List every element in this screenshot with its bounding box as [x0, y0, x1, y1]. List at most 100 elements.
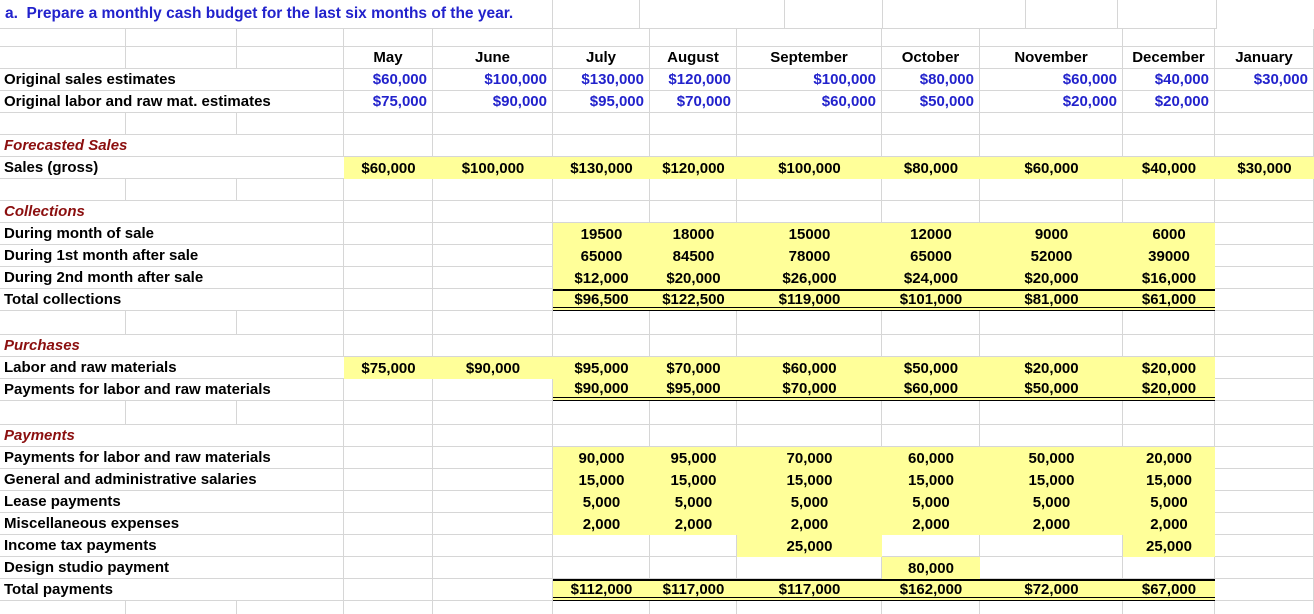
- cell-spacer-5-col4[interactable]: [433, 401, 553, 425]
- cell-misc-november[interactable]: 2,000: [980, 513, 1123, 535]
- cell-ga_salaries-july[interactable]: 15,000: [553, 469, 650, 491]
- cell-spacer-5-col5[interactable]: [553, 401, 650, 425]
- cell-spacer-1-col7[interactable]: [737, 29, 882, 47]
- cell-spacer-4-col2[interactable]: [237, 311, 344, 335]
- header-january[interactable]: January: [1215, 47, 1314, 69]
- cell-spacer-2-col8[interactable]: [882, 113, 980, 135]
- cell-total_collections-may[interactable]: [344, 289, 433, 311]
- label-ga_salaries[interactable]: General and administrative salaries: [0, 469, 344, 491]
- cell-labor_raw-june[interactable]: $90,000: [433, 357, 553, 379]
- cell-purchases_header-june[interactable]: [433, 335, 553, 357]
- cell-spacer-3-col2[interactable]: [237, 179, 344, 201]
- cell-payments_labor_purchases-august[interactable]: $95,000: [650, 379, 737, 401]
- cell-design_studio-july[interactable]: [553, 557, 650, 579]
- cell-spacer-2-col1[interactable]: [126, 113, 237, 135]
- cell-spacer-6-col7[interactable]: [737, 601, 882, 614]
- cell-during_1st-november[interactable]: 52000: [980, 245, 1123, 267]
- cell-spacer-6-col4[interactable]: [433, 601, 553, 614]
- cell-spacer-1-col11[interactable]: [1215, 29, 1314, 47]
- cell-forecasted_sales_header-january[interactable]: [1215, 135, 1314, 157]
- cell-misc-october[interactable]: 2,000: [882, 513, 980, 535]
- label-collections_header[interactable]: Collections: [0, 201, 344, 223]
- cell-payments_header-january[interactable]: [1215, 425, 1314, 447]
- cell-spacer-6-col1[interactable]: [126, 601, 237, 614]
- cell-total_collections-june[interactable]: [433, 289, 553, 311]
- cell-collections_header-june[interactable]: [433, 201, 553, 223]
- cell-during_month-september[interactable]: 15000: [737, 223, 882, 245]
- cell-collections_header-december[interactable]: [1123, 201, 1215, 223]
- cell-forecasted_sales_header-december[interactable]: [1123, 135, 1215, 157]
- cell-payments_labor-may[interactable]: [344, 447, 433, 469]
- cell-spacer-2-col4[interactable]: [433, 113, 553, 135]
- cell-ga_salaries-august[interactable]: 15,000: [650, 469, 737, 491]
- cell-ga_salaries-september[interactable]: 15,000: [737, 469, 882, 491]
- cell-original_sales-november[interactable]: $60,000: [980, 69, 1123, 91]
- cell-during_2nd-august[interactable]: $20,000: [650, 267, 737, 289]
- cell-collections_header-july[interactable]: [553, 201, 650, 223]
- cell-during_month-november[interactable]: 9000: [980, 223, 1123, 245]
- cell-collections_header-august[interactable]: [650, 201, 737, 223]
- cell-during_1st-august[interactable]: 84500: [650, 245, 737, 267]
- cell-original_labor-june[interactable]: $90,000: [433, 91, 553, 113]
- cell-lease-june[interactable]: [433, 491, 553, 513]
- cell-misc-january[interactable]: [1215, 513, 1314, 535]
- cell-spacer-4-col7[interactable]: [737, 311, 882, 335]
- cell-spacer-3-col1[interactable]: [126, 179, 237, 201]
- cell-income_tax-may[interactable]: [344, 535, 433, 557]
- cell-spacer-6-col8[interactable]: [882, 601, 980, 614]
- cell-during_month-july[interactable]: 19500: [553, 223, 650, 245]
- cell-original_labor-december[interactable]: $20,000: [1123, 91, 1215, 113]
- cell-month-header-col2[interactable]: [237, 47, 344, 69]
- label-lease[interactable]: Lease payments: [0, 491, 344, 513]
- cell-spacer-6-col2[interactable]: [237, 601, 344, 614]
- cell-payments_labor_purchases-january[interactable]: [1215, 379, 1314, 401]
- cell-income_tax-january[interactable]: [1215, 535, 1314, 557]
- cell-spacer-6-col0[interactable]: [0, 601, 126, 614]
- cell-spacer-2-col9[interactable]: [980, 113, 1123, 135]
- label-misc[interactable]: Miscellaneous expenses: [0, 513, 344, 535]
- cell-labor_raw-september[interactable]: $60,000: [737, 357, 882, 379]
- cell-misc-september[interactable]: 2,000: [737, 513, 882, 535]
- cell-spacer-1-col5[interactable]: [553, 29, 650, 47]
- cell-total_collections-december[interactable]: $61,000: [1123, 289, 1215, 311]
- cell-spacer-3-col10[interactable]: [1123, 179, 1215, 201]
- cell-total_payments-january[interactable]: [1215, 579, 1314, 601]
- cell-payments_labor-july[interactable]: 90,000: [553, 447, 650, 469]
- cell-income_tax-august[interactable]: [650, 535, 737, 557]
- cell-during_month-may[interactable]: [344, 223, 433, 245]
- cell-original_labor-may[interactable]: $75,000: [344, 91, 433, 113]
- cell-spacer-5-col6[interactable]: [650, 401, 737, 425]
- cell-during_month-october[interactable]: 12000: [882, 223, 980, 245]
- cell-spacer-4-col3[interactable]: [344, 311, 433, 335]
- cell-during_month-june[interactable]: [433, 223, 553, 245]
- cell-total_collections-november[interactable]: $81,000: [980, 289, 1123, 311]
- header-december[interactable]: December: [1123, 47, 1215, 69]
- cell-spacer-5-col11[interactable]: [1215, 401, 1314, 425]
- cell-month-header-col0[interactable]: [0, 47, 126, 69]
- cell-design_studio-september[interactable]: [737, 557, 882, 579]
- cell-original_sales-december[interactable]: $40,000: [1123, 69, 1215, 91]
- cell-spacer-2-col0[interactable]: [0, 113, 126, 135]
- cell-spacer-2-col7[interactable]: [737, 113, 882, 135]
- cell-spacer-4-col10[interactable]: [1123, 311, 1215, 335]
- cell-payments_labor_purchases-october[interactable]: $60,000: [882, 379, 980, 401]
- cell-spacer-3-col0[interactable]: [0, 179, 126, 201]
- label-original_labor[interactable]: Original labor and raw mat. estimates: [0, 91, 344, 113]
- cell-month-header-col1[interactable]: [126, 47, 237, 69]
- cell-forecasted_sales_header-july[interactable]: [553, 135, 650, 157]
- cell-spacer-6-col3[interactable]: [344, 601, 433, 614]
- cell-spacer-3-col5[interactable]: [553, 179, 650, 201]
- cell-design_studio-august[interactable]: [650, 557, 737, 579]
- cell-forecasted_sales_header-october[interactable]: [882, 135, 980, 157]
- cell-payments_header-november[interactable]: [980, 425, 1123, 447]
- cell-during_1st-june[interactable]: [433, 245, 553, 267]
- cell-payments_header-august[interactable]: [650, 425, 737, 447]
- cell-original_labor-november[interactable]: $20,000: [980, 91, 1123, 113]
- cell-total_collections-september[interactable]: $119,000: [737, 289, 882, 311]
- cell-lease-september[interactable]: 5,000: [737, 491, 882, 513]
- cell-original_sales-june[interactable]: $100,000: [433, 69, 553, 91]
- header-october[interactable]: October: [882, 47, 980, 69]
- cell-design_studio-may[interactable]: [344, 557, 433, 579]
- cell-during_1st-july[interactable]: 65000: [553, 245, 650, 267]
- cell-misc-may[interactable]: [344, 513, 433, 535]
